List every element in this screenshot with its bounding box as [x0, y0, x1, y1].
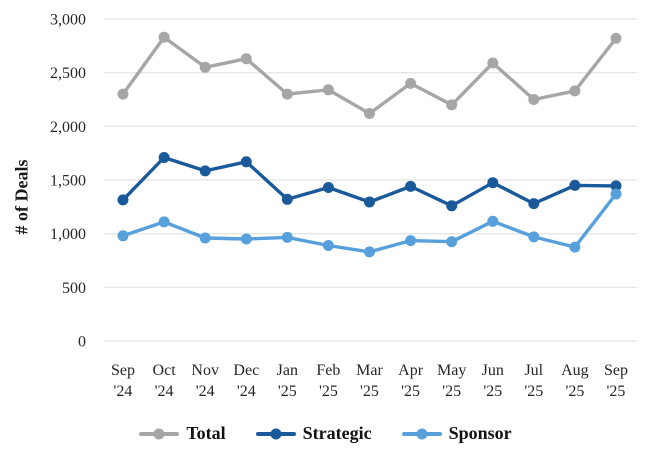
legend-label-strategic: Strategic [302, 423, 372, 443]
data-point-total [569, 85, 581, 97]
data-point-strategic [487, 177, 499, 189]
legend-item-strategic: Strategic [255, 423, 372, 444]
x-tick-label-year: '24 [237, 383, 256, 400]
y-tick-label: 1,500 [50, 173, 86, 190]
x-tick-label-month: Jul [524, 362, 543, 379]
x-tick-label-year: '25 [607, 383, 626, 400]
data-point-total [610, 32, 622, 44]
data-point-strategic [117, 194, 129, 206]
x-tick-label-month: Aug [561, 362, 589, 379]
x-tick-label-year: '24 [114, 383, 133, 400]
data-point-strategic [528, 198, 540, 210]
x-tick-label-month: Feb [316, 362, 340, 379]
data-point-sponsor [322, 240, 334, 251]
x-tick-label-month: Mar [356, 362, 383, 379]
legend: Total Strategic Sponsor [0, 423, 651, 444]
data-point-strategic [240, 156, 252, 168]
data-point-total [281, 88, 293, 100]
data-point-strategic [364, 196, 375, 208]
y-tick-label: 2,500 [50, 65, 86, 82]
data-point-total [117, 88, 129, 100]
data-point-sponsor [569, 241, 581, 253]
x-tick-label-month: Dec [233, 362, 259, 379]
data-point-strategic [199, 165, 211, 177]
data-point-strategic [610, 180, 622, 192]
data-point-sponsor [528, 231, 540, 243]
legend-dot-sponsor-icon [416, 428, 428, 439]
x-tick-label-year: '24 [196, 383, 215, 400]
data-point-total [199, 61, 211, 73]
legend-marker-strategic-icon [255, 428, 296, 439]
data-point-total [364, 108, 375, 119]
series-line-total [121, 35, 618, 116]
y-tick-label: 2,000 [50, 119, 86, 136]
data-point-strategic [446, 200, 458, 212]
x-tick-label-month: Sep [111, 362, 135, 379]
data-point-sponsor [281, 231, 293, 243]
x-tick-label-year: '25 [483, 383, 502, 400]
x-tick-label-month: Jan [277, 362, 298, 379]
legend-item-total: Total [139, 423, 226, 444]
x-tick-label-year: '25 [360, 383, 379, 400]
data-point-total [240, 53, 252, 65]
x-tick-label-month: May [437, 362, 466, 379]
legend-dot-strategic-icon [270, 428, 282, 439]
x-tick-label-year: '25 [524, 383, 543, 400]
y-tick-label: 1,000 [50, 226, 86, 243]
data-point-sponsor [158, 216, 170, 228]
x-tick-label-year: '25 [565, 383, 584, 400]
data-point-strategic [569, 179, 581, 191]
x-tick-label-month: Oct [153, 362, 177, 379]
x-tick-label-year: '24 [155, 383, 174, 400]
data-point-total [446, 99, 458, 111]
data-point-total [158, 31, 170, 43]
data-point-sponsor [446, 236, 458, 248]
data-point-sponsor [199, 232, 211, 244]
data-point-total [528, 94, 540, 105]
x-tick-label-month: Jun [482, 362, 504, 379]
x-tick-label-year: '25 [278, 383, 297, 400]
x-tick-label-year: '25 [442, 383, 461, 400]
data-point-sponsor [364, 246, 375, 258]
data-point-strategic [281, 193, 293, 205]
data-point-total [487, 57, 499, 69]
legend-marker-total-icon [139, 428, 180, 439]
x-tick-label-month: Apr [398, 362, 424, 379]
x-tick-label-month: Sep [604, 362, 628, 379]
data-point-sponsor [487, 215, 499, 227]
data-point-strategic [158, 152, 170, 163]
plot-canvas: 0 500 1,000 1,500 2,000 2,500 3,000 Sep '24 Oct '2… [50, 12, 637, 400]
data-point-strategic [322, 182, 334, 193]
data-point-strategic [405, 180, 417, 192]
data-point-sponsor [240, 233, 252, 245]
x-tick-label-year: '25 [401, 383, 420, 400]
data-point-total [322, 84, 334, 96]
data-point-total [405, 77, 417, 89]
y-tick-label: 0 [78, 334, 86, 351]
data-point-sponsor [405, 235, 417, 247]
y-tick-label: 500 [62, 280, 86, 297]
y-tick-label: 3,000 [50, 12, 86, 29]
legend-marker-sponsor-icon [401, 428, 442, 439]
legend-label-total: Total [186, 423, 226, 443]
data-point-sponsor [117, 230, 129, 242]
legend-item-sponsor: Sponsor [401, 423, 512, 444]
data-point-sponsor [610, 188, 622, 200]
x-tick-label-month: Nov [191, 362, 219, 379]
legend-dot-total-icon [153, 428, 165, 439]
x-tick-label-year: '25 [319, 383, 338, 400]
legend-label-sponsor: Sponsor [448, 423, 512, 443]
